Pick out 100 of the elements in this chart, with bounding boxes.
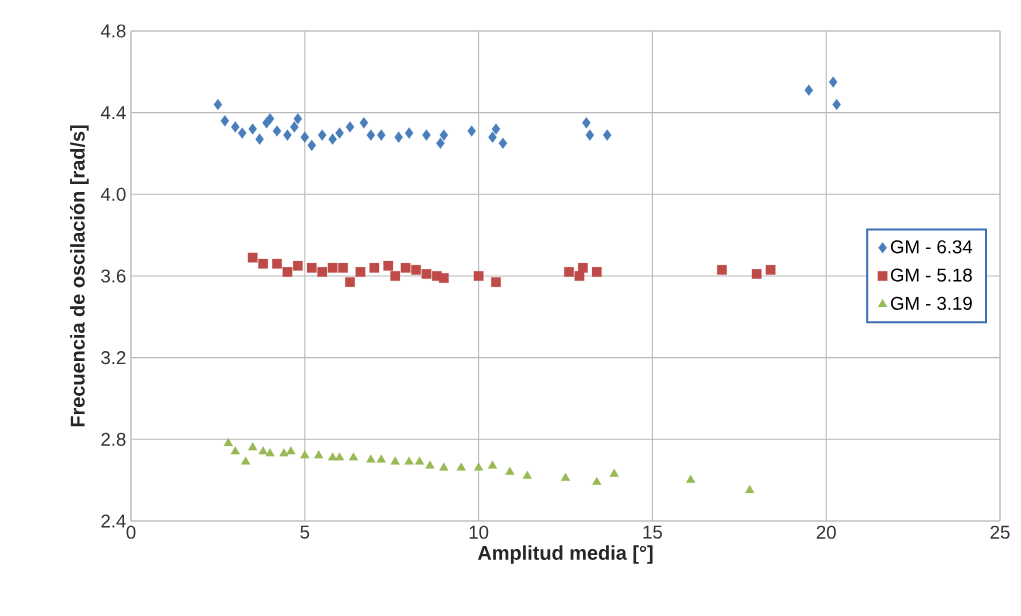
point bbox=[247, 442, 258, 451]
point bbox=[328, 133, 337, 145]
point bbox=[258, 258, 268, 269]
x-axis-title: Amplitud media [°] bbox=[477, 545, 653, 564]
point bbox=[348, 452, 359, 461]
point bbox=[505, 466, 515, 475]
legend-label: GM - 6.34 bbox=[890, 240, 973, 254]
point bbox=[400, 262, 411, 273]
point bbox=[369, 262, 380, 273]
point bbox=[317, 267, 328, 277]
point bbox=[751, 269, 762, 279]
point bbox=[404, 127, 414, 139]
point bbox=[355, 267, 366, 277]
point bbox=[286, 446, 296, 455]
point bbox=[317, 129, 327, 141]
point bbox=[522, 470, 532, 479]
point bbox=[804, 84, 814, 96]
y-tick-label: 4.8 bbox=[100, 24, 126, 38]
point bbox=[359, 117, 369, 129]
point bbox=[488, 131, 497, 143]
point bbox=[390, 456, 400, 465]
x-tick-label: 10 bbox=[469, 525, 489, 539]
point bbox=[265, 113, 275, 125]
point bbox=[265, 448, 275, 457]
point bbox=[307, 139, 317, 151]
point bbox=[377, 129, 386, 141]
point bbox=[366, 129, 376, 141]
point bbox=[765, 265, 776, 275]
point bbox=[293, 113, 303, 125]
y-tick-label: 2.4 bbox=[101, 514, 126, 528]
point bbox=[564, 267, 574, 277]
point bbox=[491, 277, 501, 287]
point bbox=[456, 462, 466, 471]
point bbox=[487, 460, 498, 469]
point bbox=[335, 127, 344, 139]
x-tick-label: 25 bbox=[990, 525, 1010, 539]
point bbox=[390, 271, 401, 281]
y-tick-label: 3.6 bbox=[101, 269, 126, 283]
point bbox=[425, 460, 435, 469]
legend-label: GM - 3.19 bbox=[890, 296, 972, 310]
point bbox=[237, 127, 247, 139]
point bbox=[366, 454, 376, 463]
point bbox=[247, 252, 258, 263]
point bbox=[279, 448, 289, 457]
point bbox=[230, 446, 240, 455]
point bbox=[609, 468, 619, 477]
point bbox=[272, 125, 282, 137]
point bbox=[241, 456, 251, 465]
x-tick-label: 20 bbox=[816, 525, 836, 539]
point bbox=[602, 129, 612, 141]
point bbox=[345, 121, 355, 133]
point bbox=[255, 133, 264, 145]
point bbox=[376, 454, 386, 463]
point bbox=[592, 476, 602, 485]
point bbox=[314, 450, 324, 459]
legend-label: GM - 5.18 bbox=[890, 268, 972, 282]
point bbox=[717, 265, 727, 275]
x-tick-label: 0 bbox=[126, 525, 136, 539]
point bbox=[498, 137, 508, 149]
point bbox=[439, 129, 449, 141]
point bbox=[578, 262, 588, 273]
point bbox=[411, 265, 421, 275]
point bbox=[327, 262, 338, 273]
point bbox=[591, 267, 602, 277]
x-tick-label: 5 bbox=[300, 525, 310, 539]
point bbox=[436, 137, 445, 149]
point bbox=[414, 456, 425, 465]
point bbox=[248, 123, 257, 135]
point bbox=[745, 484, 755, 494]
point bbox=[306, 262, 317, 273]
point bbox=[258, 446, 268, 455]
point bbox=[220, 115, 230, 127]
point bbox=[272, 258, 282, 269]
point bbox=[282, 267, 293, 277]
point bbox=[560, 472, 571, 481]
point bbox=[828, 76, 838, 88]
point bbox=[345, 277, 355, 287]
point bbox=[421, 269, 432, 279]
point bbox=[223, 438, 234, 447]
y-tick-label: 2.8 bbox=[101, 432, 126, 446]
point bbox=[404, 456, 414, 465]
point bbox=[467, 125, 476, 137]
y-axis-title: Frecuencia de oscilación [rad/s] bbox=[69, 125, 89, 427]
point bbox=[473, 271, 484, 281]
point bbox=[293, 260, 303, 271]
y-tick-label: 4.4 bbox=[100, 106, 126, 120]
point bbox=[394, 131, 403, 143]
point bbox=[290, 121, 299, 133]
point bbox=[422, 129, 431, 141]
point bbox=[473, 462, 484, 471]
y-tick-label: 3.2 bbox=[101, 351, 126, 365]
point bbox=[231, 121, 240, 133]
point bbox=[582, 117, 591, 129]
point bbox=[300, 450, 310, 459]
point bbox=[383, 260, 394, 271]
point bbox=[300, 131, 310, 143]
point bbox=[438, 273, 449, 283]
point bbox=[685, 474, 696, 483]
y-tick-label: 4.0 bbox=[100, 187, 126, 201]
point bbox=[327, 452, 338, 461]
